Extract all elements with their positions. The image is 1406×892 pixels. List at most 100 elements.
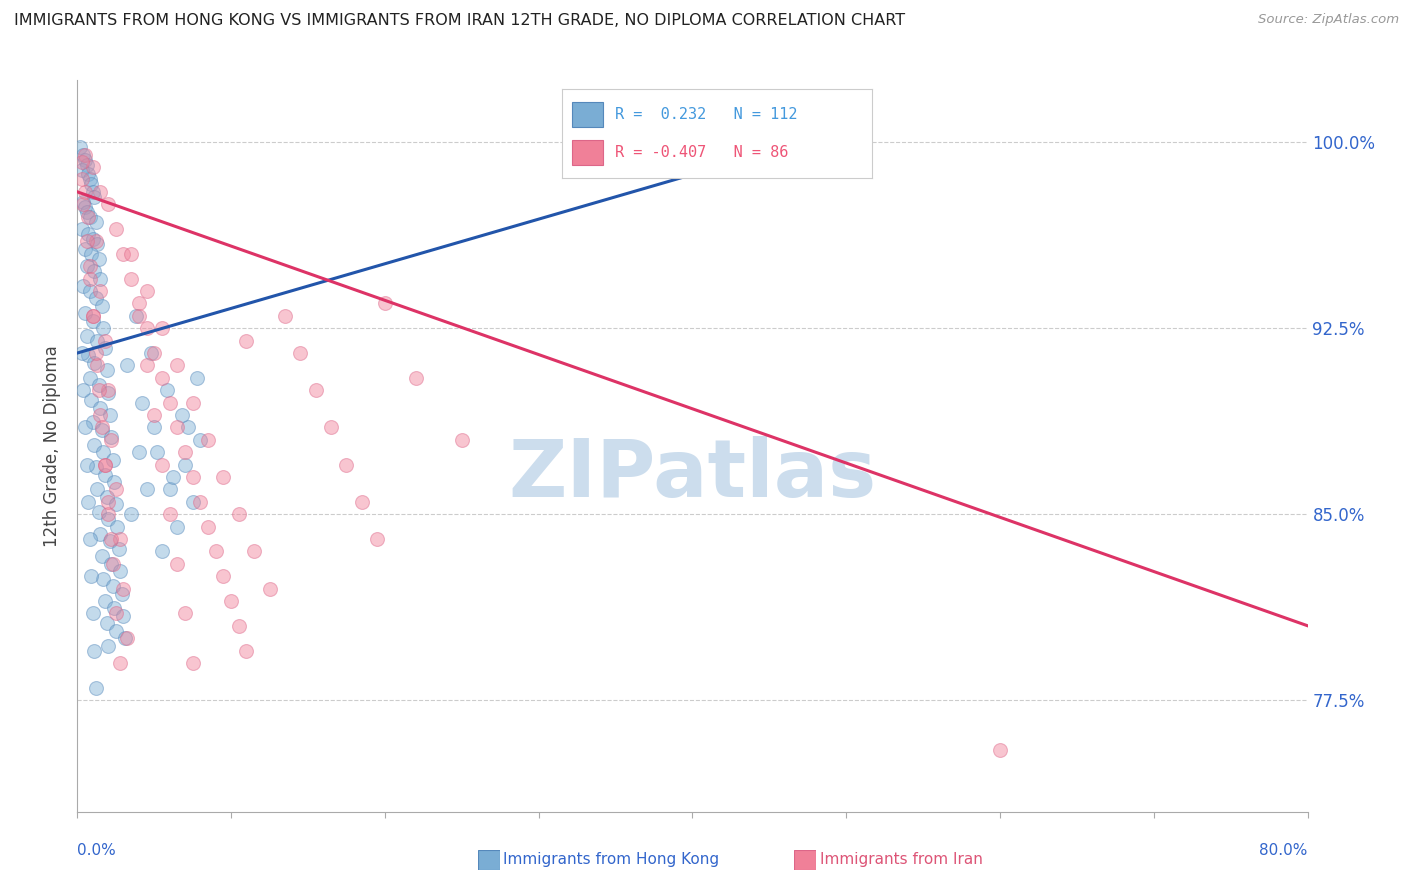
Point: [77, 349, 100, 363]
Point: [80, 247, 103, 261]
Point: [73, 306, 96, 320]
Point: [73, 147, 96, 161]
Point: [98, 408, 121, 422]
Point: [174, 458, 197, 472]
Point: [84, 681, 107, 695]
Point: [87, 505, 110, 519]
Point: [104, 483, 127, 497]
Point: [174, 445, 197, 459]
Text: R =  0.232   N = 112: R = 0.232 N = 112: [614, 107, 797, 121]
Point: [80, 393, 103, 408]
Point: [84, 214, 107, 228]
Point: [212, 569, 235, 583]
Bar: [572, 140, 603, 165]
Point: [70, 155, 93, 169]
Point: [115, 359, 138, 373]
Point: [97, 495, 120, 509]
Point: [159, 507, 181, 521]
Point: [72, 147, 94, 161]
Text: 80.0%: 80.0%: [1260, 843, 1308, 858]
Point: [89, 401, 111, 415]
Point: [758, 140, 780, 154]
Point: [110, 656, 132, 670]
Point: [87, 252, 110, 266]
Point: [90, 299, 114, 313]
Point: [84, 235, 107, 249]
Text: ZIPatlas: ZIPatlas: [509, 436, 876, 515]
Point: [73, 242, 96, 256]
Point: [72, 197, 94, 211]
Point: [97, 639, 120, 653]
Point: [135, 359, 157, 373]
Point: [159, 483, 181, 497]
Point: [190, 433, 212, 447]
Point: [605, 147, 627, 161]
Point: [83, 438, 105, 452]
Point: [94, 341, 117, 355]
Point: [174, 607, 197, 621]
Point: [108, 541, 131, 556]
Point: [166, 359, 188, 373]
Point: [76, 235, 98, 249]
Point: [112, 247, 135, 261]
Point: [181, 656, 204, 670]
Point: [82, 160, 104, 174]
Text: Source: ZipAtlas.com: Source: ZipAtlas.com: [1258, 13, 1399, 27]
Point: [93, 445, 115, 459]
Point: [86, 334, 108, 348]
Point: [94, 458, 117, 472]
Point: [84, 292, 107, 306]
Point: [89, 284, 111, 298]
Point: [82, 185, 104, 199]
Text: 0.0%: 0.0%: [77, 843, 117, 858]
Y-axis label: 12th Grade, No Diploma: 12th Grade, No Diploma: [44, 345, 62, 547]
Point: [83, 643, 105, 657]
Point: [94, 334, 117, 348]
Point: [150, 458, 173, 472]
Point: [197, 433, 219, 447]
Point: [120, 247, 142, 261]
Point: [125, 309, 148, 323]
Point: [69, 140, 91, 154]
Point: [96, 616, 118, 631]
Point: [82, 314, 104, 328]
Point: [219, 594, 242, 608]
Point: [76, 158, 98, 172]
Point: [79, 532, 101, 546]
Point: [111, 586, 134, 600]
Point: [450, 433, 472, 447]
Point: [197, 519, 219, 533]
Point: [104, 497, 127, 511]
Point: [97, 385, 120, 400]
Point: [104, 624, 127, 638]
Point: [350, 495, 373, 509]
Point: [77, 495, 100, 509]
Point: [70, 346, 93, 360]
Point: [212, 470, 235, 484]
Point: [100, 433, 122, 447]
Point: [170, 408, 193, 422]
Point: [90, 423, 114, 437]
Point: [77, 168, 100, 182]
Point: [70, 172, 93, 186]
Point: [181, 395, 204, 409]
Point: [110, 532, 132, 546]
Point: [120, 507, 142, 521]
Point: [141, 346, 163, 360]
Point: [112, 608, 135, 623]
Point: [143, 346, 166, 360]
Point: [274, 309, 297, 323]
Point: [166, 420, 188, 434]
Point: [110, 564, 132, 578]
Point: [79, 210, 101, 224]
Point: [374, 296, 396, 310]
Point: [101, 579, 124, 593]
Point: [84, 460, 107, 475]
Point: [259, 582, 281, 596]
Point: [228, 507, 250, 521]
Point: [73, 153, 96, 167]
Point: [79, 284, 101, 298]
Point: [73, 200, 96, 214]
Point: [143, 420, 166, 434]
Point: [87, 383, 110, 397]
